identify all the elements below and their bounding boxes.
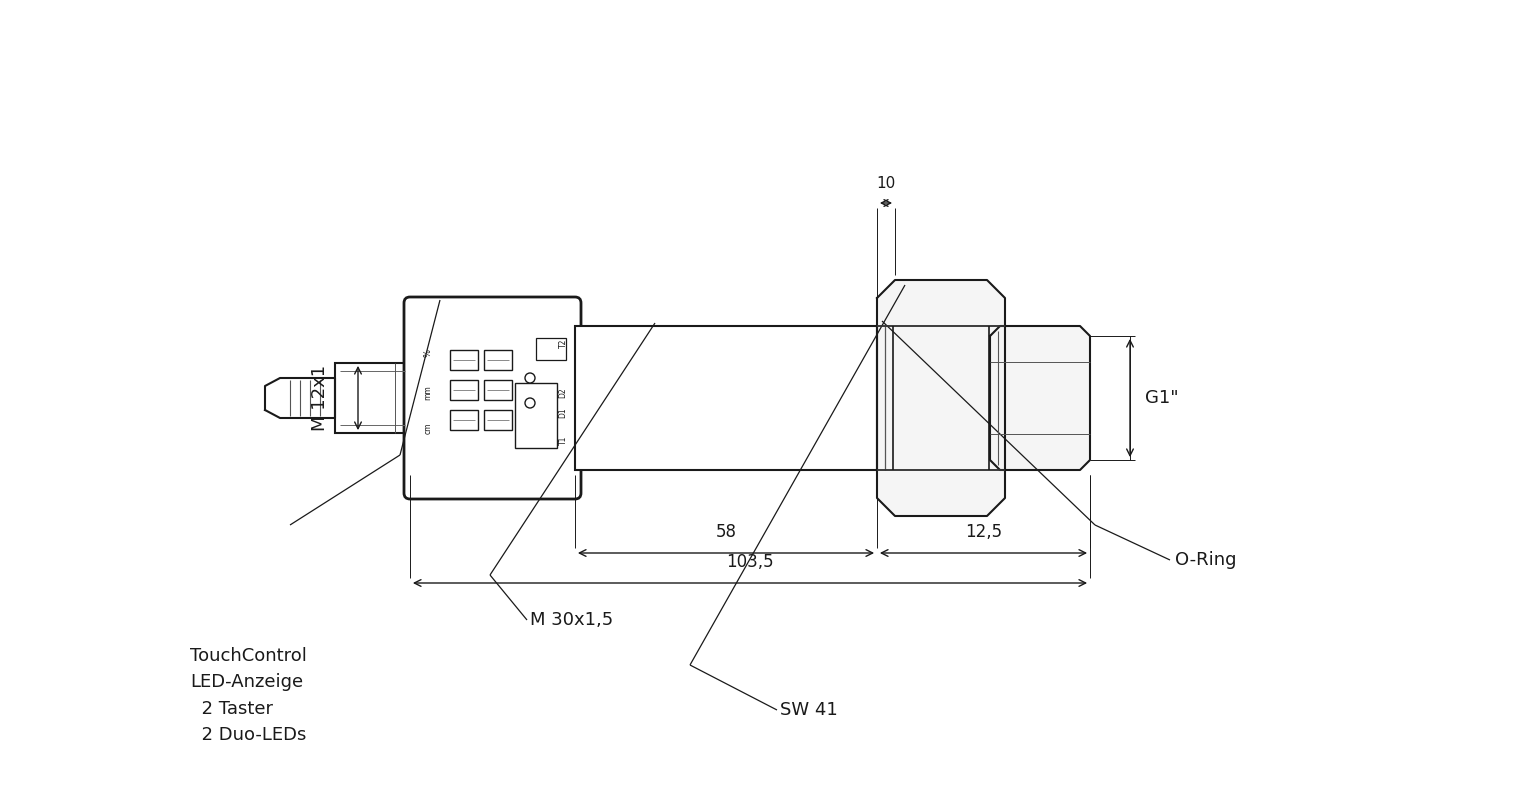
Bar — [450, 380, 478, 400]
Text: 10: 10 — [877, 176, 895, 191]
Bar — [484, 380, 511, 400]
Text: D2: D2 — [559, 388, 567, 398]
Bar — [574, 326, 915, 470]
Polygon shape — [266, 378, 335, 418]
Bar — [515, 383, 558, 448]
Text: G1": G1" — [1144, 389, 1178, 407]
Text: %: % — [424, 349, 433, 357]
Polygon shape — [877, 280, 1005, 516]
Polygon shape — [991, 326, 1091, 470]
Text: 12,5: 12,5 — [965, 523, 1001, 541]
Text: T1: T1 — [559, 436, 567, 444]
FancyBboxPatch shape — [404, 297, 581, 499]
Text: TouchControl
LED-Anzeige
  2 Taster
  2 Duo-LEDs: TouchControl LED-Anzeige 2 Taster 2 Duo-… — [190, 647, 307, 744]
Text: D1: D1 — [559, 408, 567, 418]
Text: O-Ring: O-Ring — [1175, 551, 1236, 569]
Bar — [484, 410, 511, 430]
Text: mm: mm — [424, 386, 433, 401]
Circle shape — [525, 373, 535, 383]
Bar — [484, 350, 511, 370]
Bar — [335, 363, 410, 433]
Text: T2: T2 — [559, 339, 567, 347]
Text: 103,5: 103,5 — [727, 553, 774, 571]
Text: SW 41: SW 41 — [780, 701, 837, 719]
Bar — [450, 350, 478, 370]
Text: M 12x1: M 12x1 — [310, 365, 329, 431]
Text: cm: cm — [424, 422, 433, 434]
Circle shape — [525, 398, 535, 408]
Bar — [536, 338, 565, 360]
Text: M 30x1,5: M 30x1,5 — [530, 611, 613, 629]
Text: 58: 58 — [716, 523, 736, 541]
Bar — [450, 410, 478, 430]
